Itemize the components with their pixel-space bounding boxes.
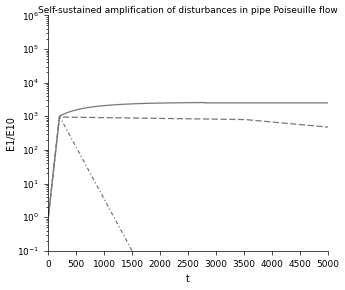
Y-axis label: E1/E10: E1/E10 [6, 116, 16, 150]
Title: Self-sustained amplification of disturbances in pipe Poiseuille flow: Self-sustained amplification of disturba… [38, 6, 338, 14]
X-axis label: t: t [186, 274, 190, 284]
